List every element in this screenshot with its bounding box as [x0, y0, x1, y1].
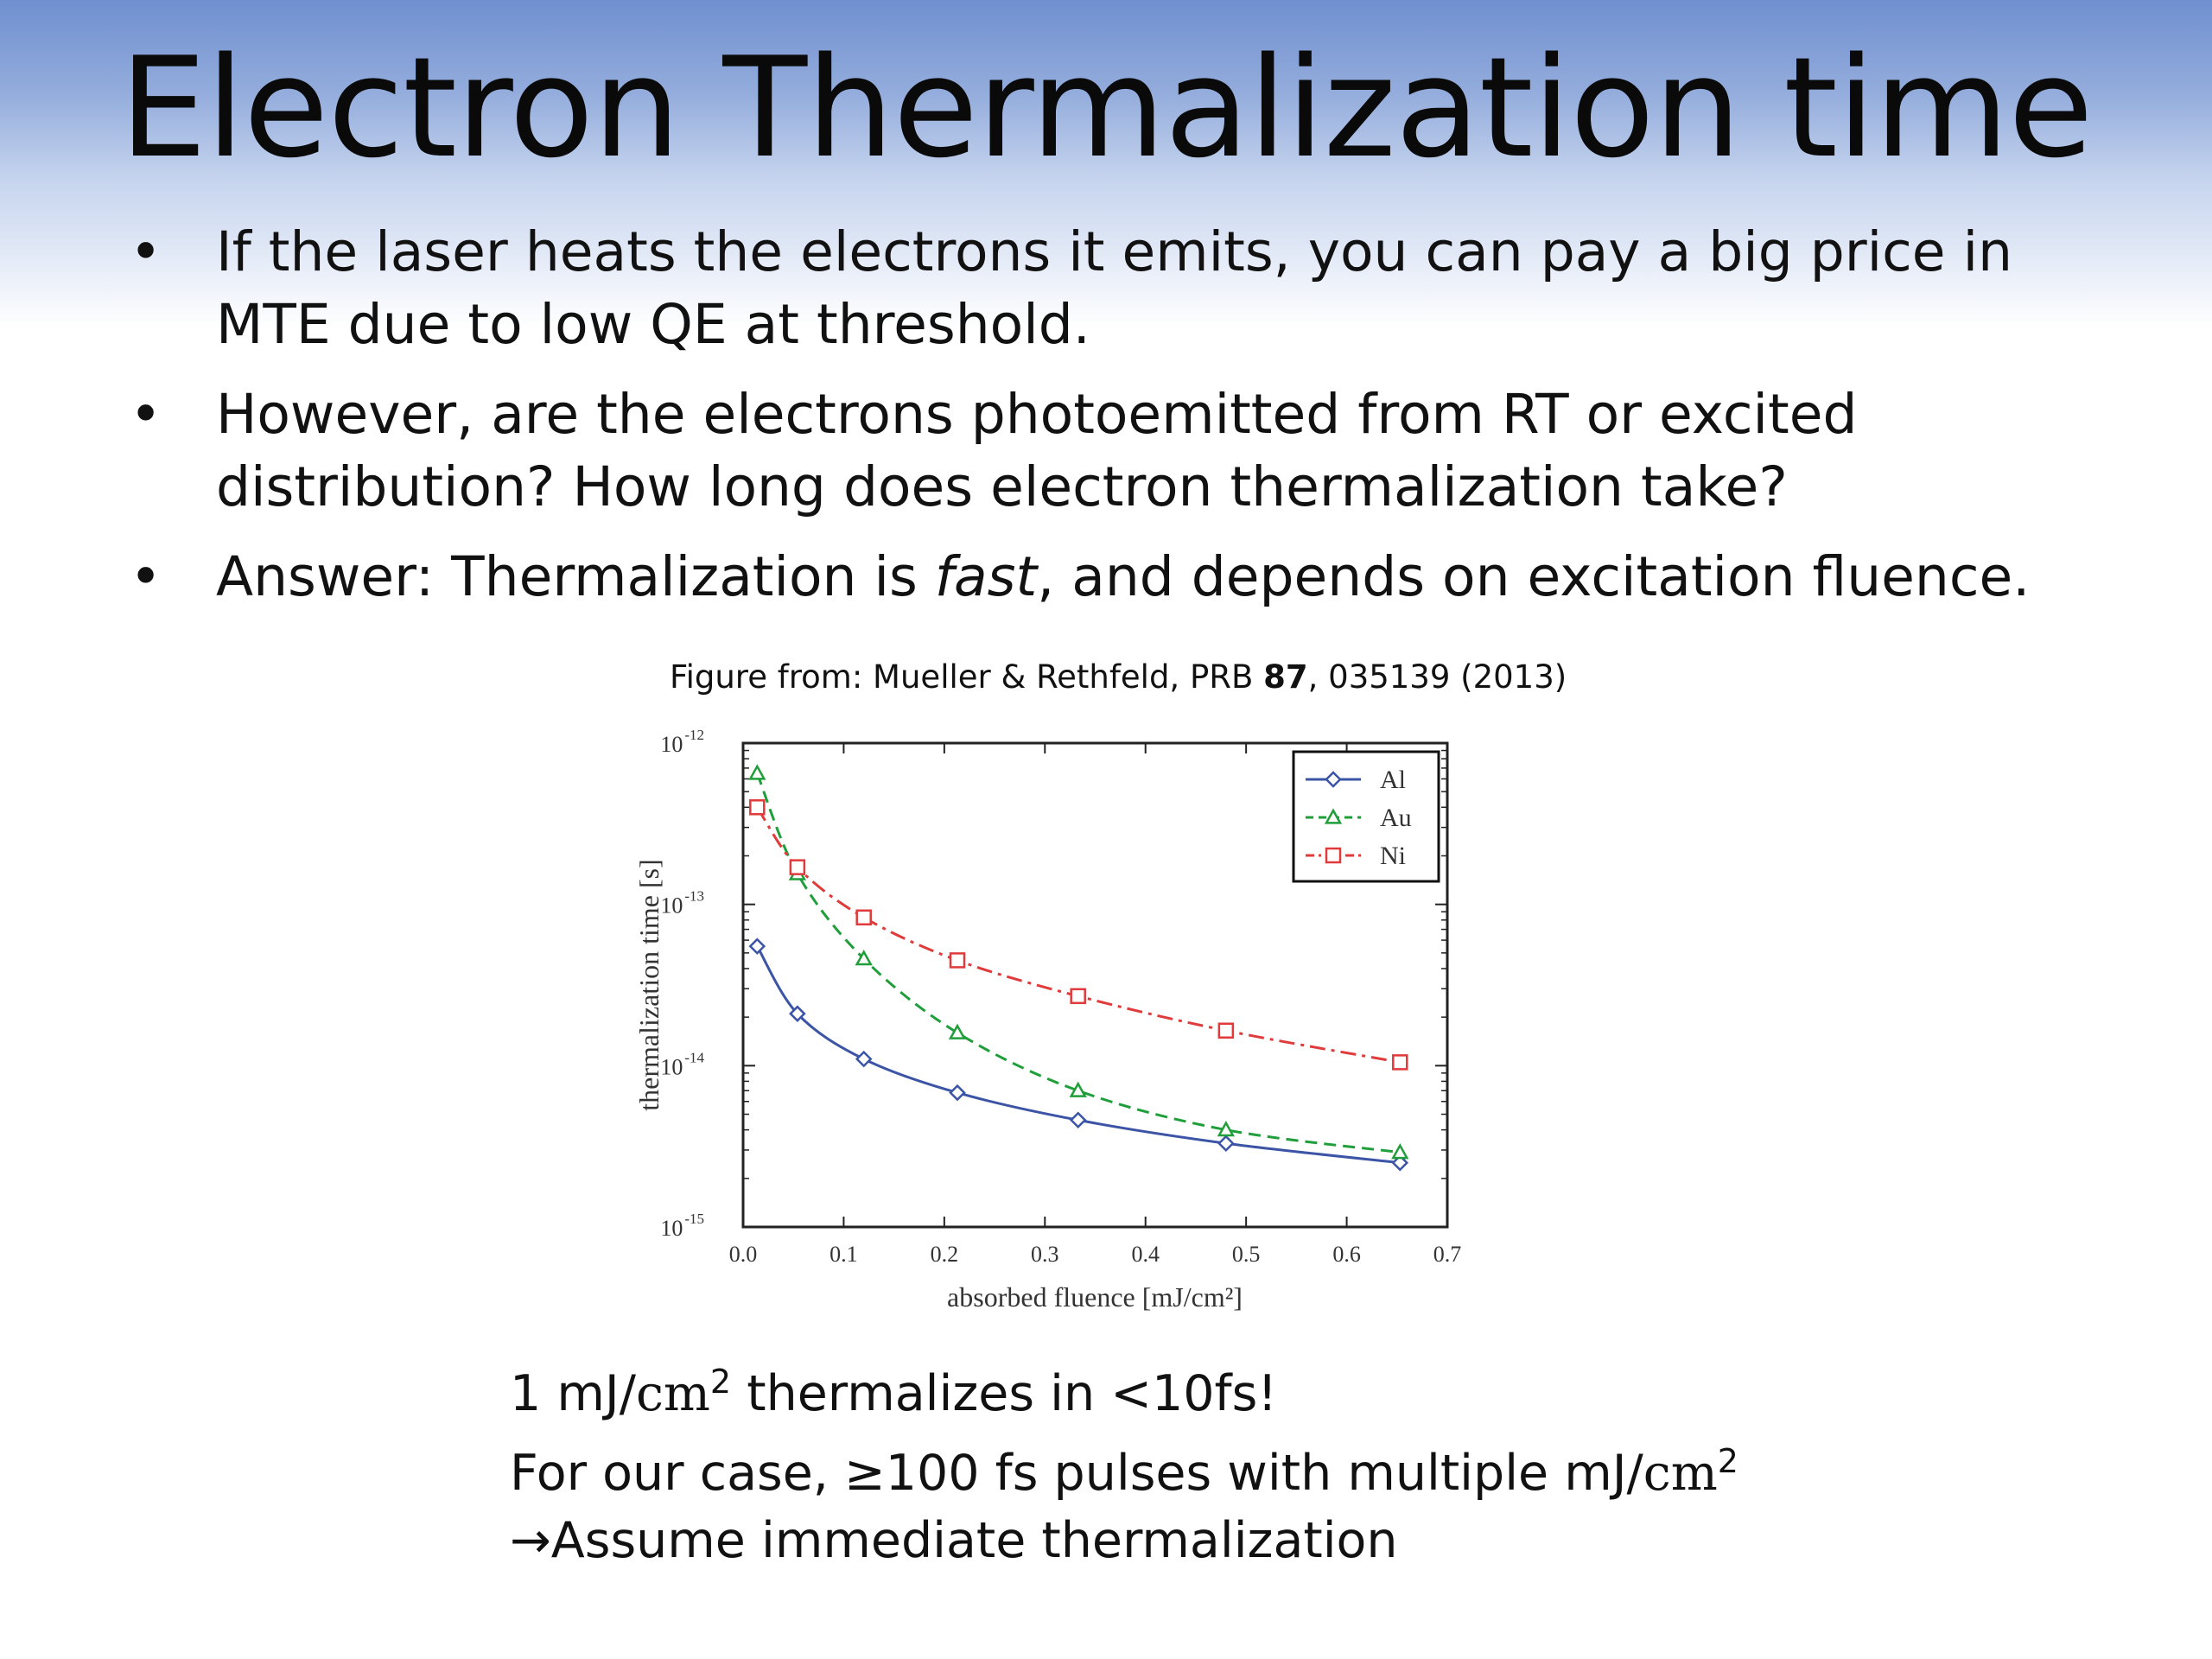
legend-label-ni: Ni	[1380, 842, 1406, 870]
credit-pre: Figure from: Mueller & Rethfeld, PRB	[670, 658, 1264, 696]
credit-post: , 035139 (2013)	[1307, 658, 1567, 696]
x-tick-label: 0.7	[1433, 1242, 1462, 1267]
y-tick-label: 10 -14	[660, 1049, 704, 1079]
x-tick-label: 0.4	[1131, 1242, 1160, 1267]
note-line-3: →Assume immediate thermalization	[510, 1512, 1398, 1569]
series-line-au	[755, 772, 1401, 1154]
plot-frame	[741, 741, 1449, 1229]
data-point-ni	[1070, 988, 1086, 1005]
data-point-ni	[1217, 1022, 1235, 1039]
x-tick-label: 0.1	[830, 1242, 858, 1267]
data-point-au	[748, 764, 766, 780]
figure-credit: Figure from: Mueller & Rethfeld, PRB 87,…	[670, 658, 1567, 696]
bullet-marker: •	[130, 383, 162, 446]
data-point-au	[855, 950, 873, 966]
y-tick-exponent: -14	[684, 1049, 704, 1065]
note-1-sup: 2	[709, 1363, 732, 1401]
data-point-ni	[789, 859, 806, 875]
y-tick-label: 10 -15	[660, 1211, 704, 1241]
title-banner	[0, 0, 2212, 328]
bullet-text: However, are the electrons photoemitted …	[216, 383, 1858, 518]
legend-box	[1292, 750, 1440, 883]
credit-volume: 87	[1263, 658, 1308, 696]
data-point-au	[1217, 1121, 1235, 1137]
data-point-al	[789, 1005, 806, 1022]
notes-block: 1 mJ/cm2 thermalizes in <10fs! For our c…	[510, 1348, 1738, 1574]
data-point-al	[1069, 1111, 1087, 1129]
note-1-text: 1 mJ/	[510, 1365, 636, 1422]
note-2-unit: cm	[1643, 1445, 1718, 1502]
data-point-al	[1391, 1154, 1409, 1172]
series-line-al	[756, 945, 1401, 1165]
bullet-item: • Answer: Thermalization is fast, and de…	[121, 541, 2108, 613]
legend-label-al: Al	[1380, 766, 1406, 794]
thermalization-chart: 0.0 0.1 0.2 0.3 0.4 0.5 0.6 0.7 10-12 10-13 10 -14 1…	[633, 727, 1462, 1313]
legend-label-au: Au	[1380, 804, 1412, 832]
note-line-2: For our case, ≥100 fs pulses with multip…	[510, 1427, 1738, 1507]
data-point-ni	[749, 799, 766, 816]
note-1-unit: cm	[635, 1365, 710, 1422]
bullet-list: • If the laser heats the electrons it em…	[121, 216, 2108, 631]
x-tick-label: 0.0	[729, 1242, 758, 1267]
data-point-ni	[1392, 1054, 1408, 1071]
data-point-au	[948, 1023, 967, 1039]
slide-title: Electron Thermalization time	[119, 27, 2093, 188]
data-point-al	[748, 938, 766, 955]
x-tick-label: 0.5	[1232, 1242, 1261, 1267]
note-2-text: For our case, ≥100 fs pulses with multip…	[510, 1445, 1643, 1502]
bullet-text-post: , and depends on excitation fluence.	[1037, 545, 2031, 608]
x-tick-label: 0.3	[1031, 1242, 1059, 1267]
y-tick-label: 10 -13	[660, 888, 704, 918]
bullet-marker: •	[130, 545, 162, 608]
bullet-text-pre: Answer: Thermalization is	[216, 545, 935, 608]
note-2-sup: 2	[1717, 1442, 1738, 1480]
bullet-text: If the laser heats the electrons it emit…	[216, 220, 2012, 356]
data-point-ni	[855, 909, 872, 926]
note-1-tail: thermalizes in <10fs!	[731, 1365, 1278, 1422]
bullet-item: • However, are the electrons photoemitte…	[121, 378, 2108, 524]
bullet-marker: •	[130, 220, 162, 283]
note-line-1: 1 mJ/cm2 thermalizes in <10fs!	[510, 1348, 1738, 1427]
data-point-ni	[949, 952, 966, 969]
x-tick-label: 0.6	[1332, 1242, 1361, 1267]
y-tick-exponent: -15	[684, 1211, 704, 1227]
x-axis-label: absorbed fluence [mJ/cm²]	[947, 1281, 1243, 1313]
y-axis-label: thermalization time [s]	[633, 859, 664, 1110]
bullet-text-emphasis: fast	[934, 545, 1038, 608]
data-point-au	[1391, 1143, 1409, 1160]
data-point-al	[855, 1050, 873, 1068]
x-tick-label: 0.2	[931, 1242, 959, 1267]
y-tick-label: 10 -12	[660, 727, 704, 757]
legend-marker-au	[1324, 808, 1343, 824]
legend-marker-ni	[1325, 847, 1342, 864]
legend-marker-al	[1325, 771, 1342, 788]
bullet-item: • If the laser heats the electrons it em…	[121, 216, 2108, 361]
y-tick-exponent: -12	[684, 727, 704, 743]
y-tick-exponent: -13	[684, 888, 704, 905]
data-point-al	[949, 1084, 966, 1102]
data-point-au	[1069, 1081, 1087, 1097]
data-point-al	[1217, 1135, 1235, 1152]
